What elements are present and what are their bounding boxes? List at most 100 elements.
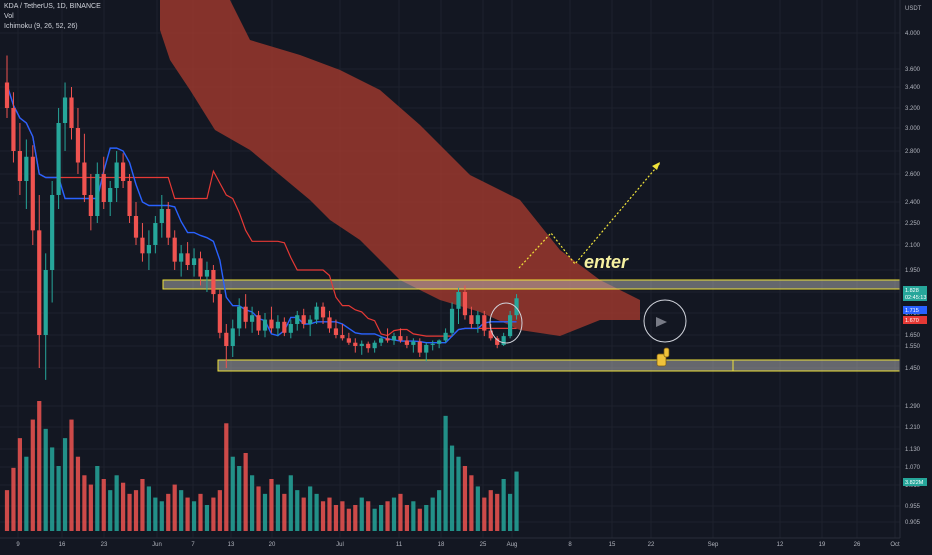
candle-body: [127, 181, 132, 216]
volume-bar: [159, 501, 164, 531]
candle-body: [501, 336, 506, 345]
candle-body: [224, 332, 229, 346]
candle-body: [340, 335, 345, 339]
candle-body: [50, 195, 55, 270]
price-tag: 3.822M: [905, 480, 924, 486]
volume-bar: [11, 467, 16, 531]
candle-body: [11, 108, 16, 151]
volume-bar: [417, 508, 422, 531]
date-tick: 15: [609, 542, 616, 548]
support-zone: [217, 359, 901, 372]
volume-bar: [288, 475, 293, 531]
candle-body: [204, 270, 210, 277]
volume-bar: [443, 415, 448, 531]
date-tick: Jul: [336, 542, 344, 548]
volume-bar: [108, 490, 113, 531]
price-tick: 2.400: [905, 200, 921, 206]
price-tick: 1.550: [905, 344, 921, 350]
volume-bar: [508, 493, 513, 531]
thumbs-up-icon: [656, 347, 670, 367]
volume-bar: [237, 466, 242, 531]
price-tag-bg: [903, 478, 927, 486]
resistance-zone: [162, 279, 901, 290]
date-tick: Jun: [152, 542, 162, 548]
volume-bars: [4, 401, 519, 531]
volume-bar: [385, 501, 390, 531]
volume-bar: [179, 490, 184, 531]
volume-bar: [133, 490, 139, 531]
volume-bar: [488, 490, 493, 531]
candle-body: [424, 344, 429, 353]
candle-body: [95, 174, 100, 216]
candle-body: [146, 245, 151, 254]
volume-bar: [43, 428, 48, 531]
candle-body: [295, 315, 300, 324]
volume-bar: [269, 479, 274, 531]
candle-body: [198, 258, 203, 277]
volume-bar: [379, 505, 384, 531]
candle-body: [308, 319, 313, 324]
volume-bar: [62, 438, 68, 531]
candle-body: [411, 341, 416, 345]
volume-bar: [153, 497, 158, 531]
price-tick: 2.600: [905, 172, 921, 178]
candle-body: [24, 156, 29, 181]
volume-bar: [353, 505, 358, 531]
date-tick: 20: [269, 542, 276, 548]
volume-bar: [282, 493, 287, 531]
price-tick: 1.950: [905, 268, 921, 274]
date-tick: 12: [777, 542, 784, 548]
volume-bar: [333, 505, 339, 531]
volume-bar: [82, 475, 87, 531]
price-tick: 4.000: [905, 31, 921, 37]
candle-body: [269, 319, 274, 329]
volume-bar: [495, 493, 500, 531]
candle-body: [69, 97, 74, 128]
base-line: [6, 84, 517, 337]
candle-body: [43, 270, 48, 335]
candle-body: [482, 315, 487, 331]
price-tick: 1.650: [905, 333, 921, 339]
volume-bar: [101, 479, 106, 531]
candle-body: [179, 253, 184, 262]
candle-body: [30, 156, 35, 231]
symbol-line[interactable]: KDA / TetherUS, 1D, BINANCE: [4, 3, 101, 10]
volume-bar: [514, 471, 519, 531]
date-tick: 26: [854, 542, 861, 548]
volume-bar: [121, 482, 126, 531]
candle-body: [250, 315, 255, 322]
candle-body: [359, 343, 364, 346]
candle-body: [404, 340, 409, 345]
ichimoku-cloud: [160, 0, 640, 336]
candle-body: [288, 324, 293, 333]
candle-body: [488, 330, 493, 339]
volume-bar: [4, 490, 10, 531]
volume-bar: [320, 501, 326, 531]
candle-body: [398, 336, 403, 341]
candle-body: [430, 343, 435, 345]
candle-body: [469, 315, 474, 324]
volume-bar: [346, 508, 351, 531]
volume-bar: [366, 501, 371, 531]
ichimoku-line[interactable]: Ichimoku (9, 26, 52, 26): [4, 23, 78, 30]
volume-bar: [191, 501, 197, 531]
enter-label: enter: [584, 252, 629, 272]
price-tick: 1.130: [905, 447, 921, 453]
candle-body: [385, 338, 390, 341]
volume-bar: [256, 486, 261, 531]
highlight-circle-small: [489, 302, 523, 344]
volume-bar: [37, 401, 42, 531]
volume-bar: [69, 419, 74, 531]
vol-line[interactable]: Vol: [4, 13, 14, 20]
price-tag-bg: [903, 306, 927, 314]
annotation-drawings: enter: [489, 162, 687, 367]
price-tag: 02:45:13: [905, 295, 926, 301]
date-tick: 11: [396, 542, 403, 548]
candle-body: [379, 338, 384, 343]
candle-body: [417, 341, 422, 353]
candle-body: [333, 328, 339, 335]
candle-body: [166, 209, 171, 238]
